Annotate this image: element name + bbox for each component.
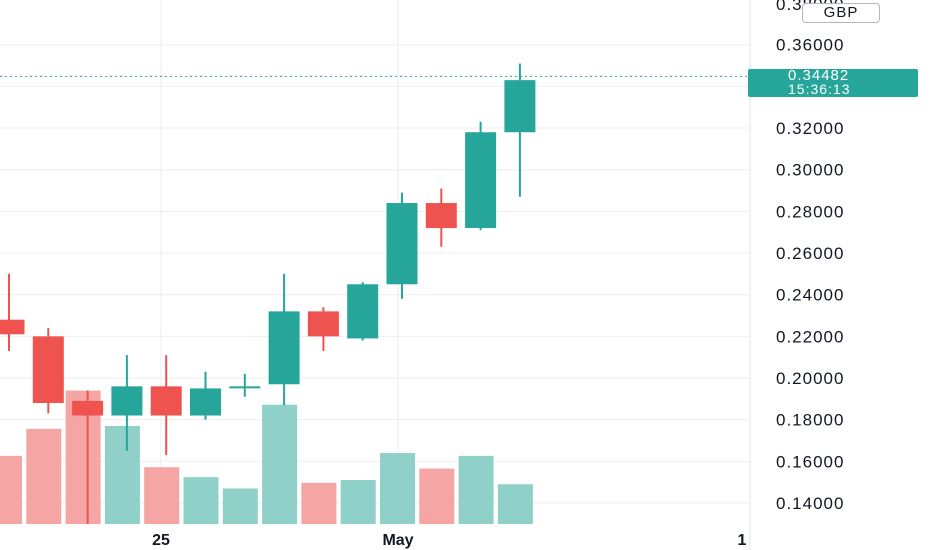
price-axis[interactable]: 0.14000 0.16000 0.18000 0.20000 0.22000 0.240… <box>776 0 844 513</box>
y-tick-label: 0.16000 <box>776 452 844 471</box>
volume-bar <box>301 482 337 524</box>
y-tick-label: 0.28000 <box>776 202 844 221</box>
candle-body[interactable] <box>0 319 25 335</box>
y-tick-label: 0.26000 <box>776 244 844 263</box>
last-price-tag: 0.34482 15:36:13 <box>748 67 918 97</box>
y-tick-label: 0.20000 <box>776 369 844 388</box>
candle-body[interactable] <box>307 311 339 337</box>
y-tick-label: 0.14000 <box>776 494 844 513</box>
candle-body[interactable] <box>229 386 261 389</box>
candle-body[interactable] <box>72 400 104 416</box>
volume-bar <box>262 404 298 524</box>
volume-bar <box>144 467 180 524</box>
volume-bar <box>0 455 22 524</box>
bar-countdown: 15:36:13 <box>788 81 851 97</box>
candlesticks <box>0 63 536 524</box>
volume-bar <box>497 484 533 524</box>
y-tick-label: 0.30000 <box>776 161 844 180</box>
candle-body[interactable] <box>32 336 64 404</box>
volume-bar <box>340 479 376 524</box>
y-tick-label: 0.22000 <box>776 327 844 346</box>
x-tick-label: May <box>382 532 413 549</box>
candle-body[interactable] <box>504 80 536 133</box>
volume-bar <box>104 426 140 524</box>
volume-bars <box>0 390 533 524</box>
x-tick-label: 1 <box>738 532 747 549</box>
volume-bar <box>222 488 258 524</box>
last-price-value: 0.34482 <box>788 67 850 84</box>
x-tick-label: 25 <box>152 532 170 549</box>
candle-body[interactable] <box>111 386 143 416</box>
volume-bar <box>26 428 62 524</box>
candle-body[interactable] <box>465 132 497 229</box>
volume-bar <box>380 453 415 524</box>
candle-body[interactable] <box>386 203 418 285</box>
candle-body[interactable] <box>268 311 300 385</box>
y-tick-label: 0.24000 <box>776 286 844 305</box>
y-tick-label: 0.32000 <box>776 119 844 138</box>
time-axis[interactable]: 25 May 1 <box>152 532 746 549</box>
candle-body[interactable] <box>190 388 221 416</box>
volume-bar <box>419 468 455 524</box>
candle-body[interactable] <box>347 284 379 339</box>
y-tick-label: 0.18000 <box>776 411 844 430</box>
candle-body[interactable] <box>425 203 457 229</box>
candle-body[interactable] <box>150 386 182 416</box>
y-tick-label: 0.36000 <box>776 36 844 55</box>
currency-badge[interactable]: GBP <box>802 3 880 23</box>
volume-bar <box>183 477 219 524</box>
volume-bar <box>458 455 494 524</box>
